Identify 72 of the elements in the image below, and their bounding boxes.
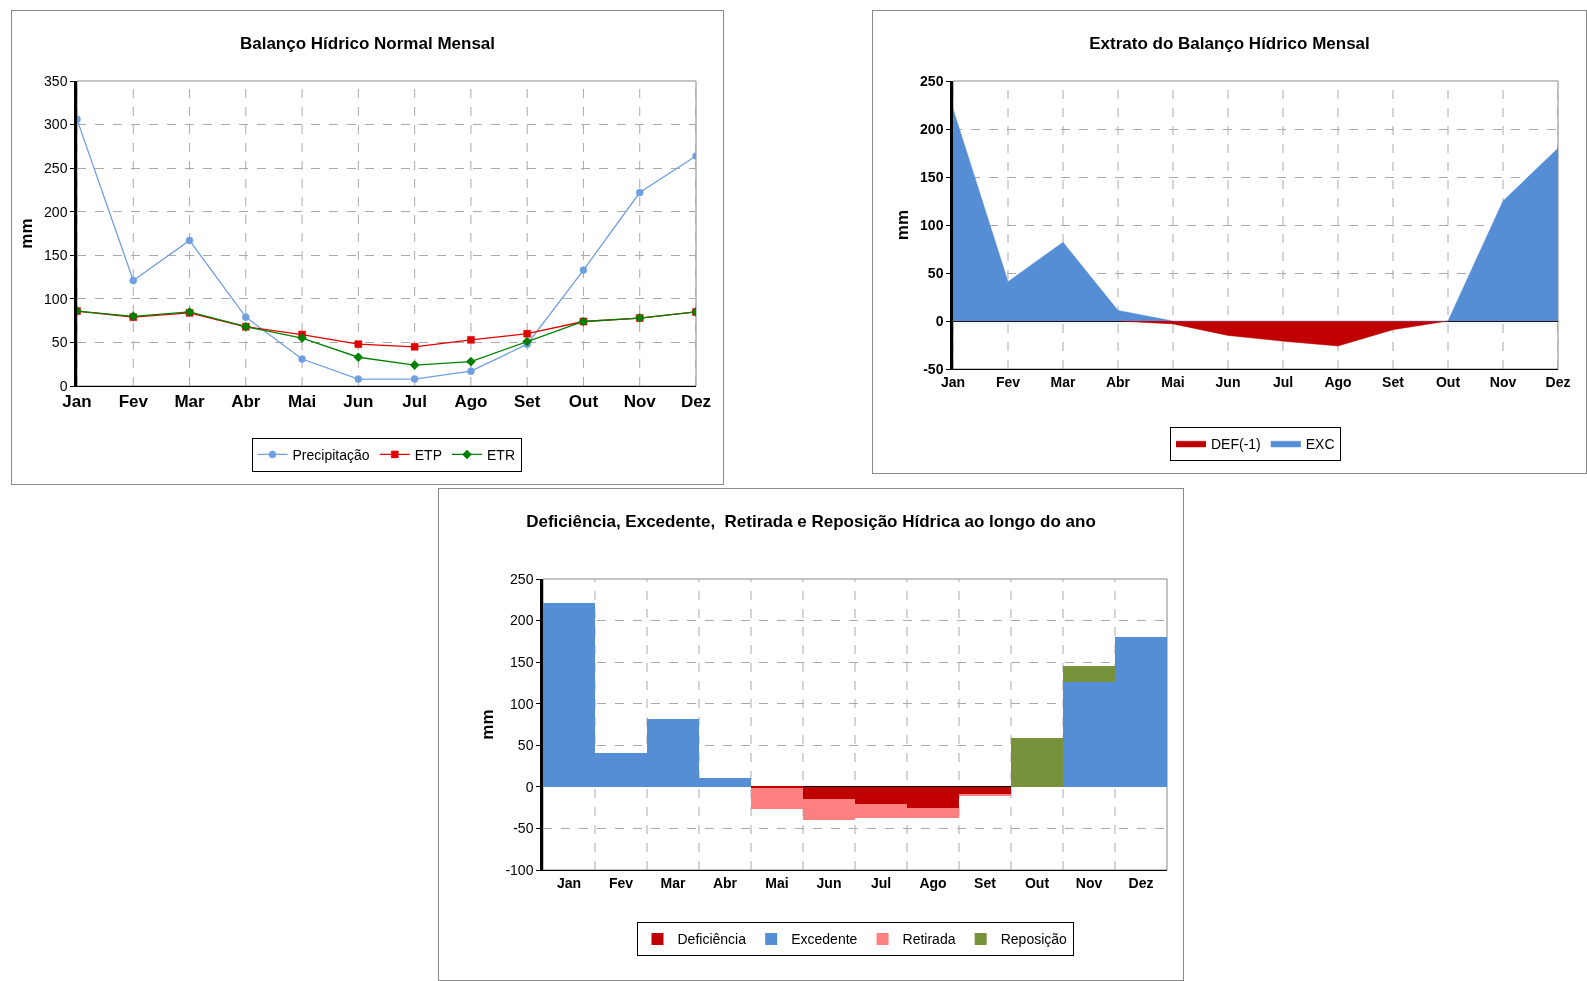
chart-title: Deficiência, Excedente, Retirada e Reposição Hídrica ao longo do ano: [526, 511, 1096, 531]
x-tick-label: Jan: [62, 392, 92, 412]
x-tick-label: Ago: [1324, 373, 1352, 390]
x-tick-label: Jul: [402, 392, 427, 412]
y-tick-label: 150: [44, 247, 68, 264]
y-tick-label: 250: [510, 570, 534, 587]
y-tick-label: 300: [44, 116, 68, 133]
x-tick-label: Jan: [556, 874, 582, 891]
x-tick-label: Dez: [1128, 874, 1154, 891]
y-tick-label: -100: [505, 861, 534, 878]
x-tick-label: Abr: [712, 874, 738, 891]
x-tick-label: Fev: [608, 874, 634, 891]
y-tick-label: 0: [59, 377, 68, 394]
y-tick-label: 100: [920, 216, 944, 233]
y-tick-label: 100: [510, 695, 534, 712]
x-tick-label: Out: [568, 392, 599, 412]
y-axis-title: mm: [16, 218, 36, 249]
x-tick-label: Mar: [660, 874, 686, 891]
x-tick-label: Dez: [680, 392, 712, 412]
x-tick-label: Abr: [1105, 373, 1131, 390]
y-tick-label: 50: [927, 264, 944, 281]
y-tick-label: 250: [920, 72, 944, 89]
y-tick-label: 200: [44, 203, 68, 220]
y-tick-label: 150: [510, 654, 534, 671]
y-tick-label: 250: [44, 160, 68, 177]
x-tick-label: Fev: [118, 392, 149, 412]
legend-label: Precipitação: [292, 446, 370, 463]
legend-label: Deficiência: [677, 931, 747, 948]
x-tick-label: Mai: [287, 392, 317, 412]
x-tick-label: Nov: [1489, 373, 1517, 390]
y-tick-label: 50: [51, 334, 68, 351]
y-axis-title: mm: [477, 709, 497, 740]
x-tick-label: Dez: [1545, 373, 1571, 390]
x-tick-label: Set: [513, 392, 541, 412]
legend-label: EXC: [1305, 435, 1335, 452]
x-tick-label: Ago: [919, 874, 947, 891]
y-tick-label: 150: [920, 168, 944, 185]
x-tick-label: Mar: [174, 392, 206, 412]
chart-title: Extrato do Balanço Hídrico Mensal: [1089, 33, 1370, 53]
x-tick-label: Nov: [1075, 874, 1103, 891]
legend-label: ETP: [414, 446, 442, 463]
y-tick-label: 200: [920, 120, 944, 137]
x-tick-label: Ago: [454, 392, 488, 412]
x-tick-label: Jul: [1272, 373, 1294, 390]
x-tick-label: Fev: [995, 373, 1021, 390]
y-tick-label: 50: [517, 737, 534, 754]
x-tick-label: Set: [1382, 373, 1405, 390]
x-tick-label: Jun: [343, 392, 374, 412]
y-tick-label: 100: [44, 290, 68, 307]
legend-label: Retirada: [902, 931, 956, 948]
legend-label: Excedente: [791, 931, 858, 948]
y-axis-title: mm: [892, 209, 912, 241]
x-tick-label: Out: [1435, 373, 1461, 390]
x-tick-label: Set: [974, 874, 997, 891]
x-tick-label: Jun: [816, 874, 842, 891]
x-tick-label: Jun: [1215, 373, 1241, 390]
x-tick-label: Out: [1024, 874, 1050, 891]
x-tick-label: Nov: [623, 392, 657, 412]
y-tick-label: 0: [935, 312, 944, 329]
x-tick-label: Jul: [870, 874, 892, 891]
x-tick-label: Abr: [231, 392, 261, 412]
x-tick-label: Mar: [1050, 373, 1076, 390]
y-tick-label: 0: [525, 778, 534, 795]
x-tick-label: Mai: [1161, 373, 1185, 390]
y-tick-label: -50: [513, 820, 534, 837]
y-tick-label: 350: [44, 72, 68, 89]
chart-title: Balanço Hídrico Normal Mensal: [239, 33, 496, 53]
legend-label: DEF(-1): [1211, 435, 1261, 452]
legend-label: ETR: [486, 446, 515, 463]
x-tick-label: Mai: [765, 874, 789, 891]
y-tick-label: 200: [510, 612, 534, 629]
legend-label: Reposição: [1000, 931, 1068, 948]
